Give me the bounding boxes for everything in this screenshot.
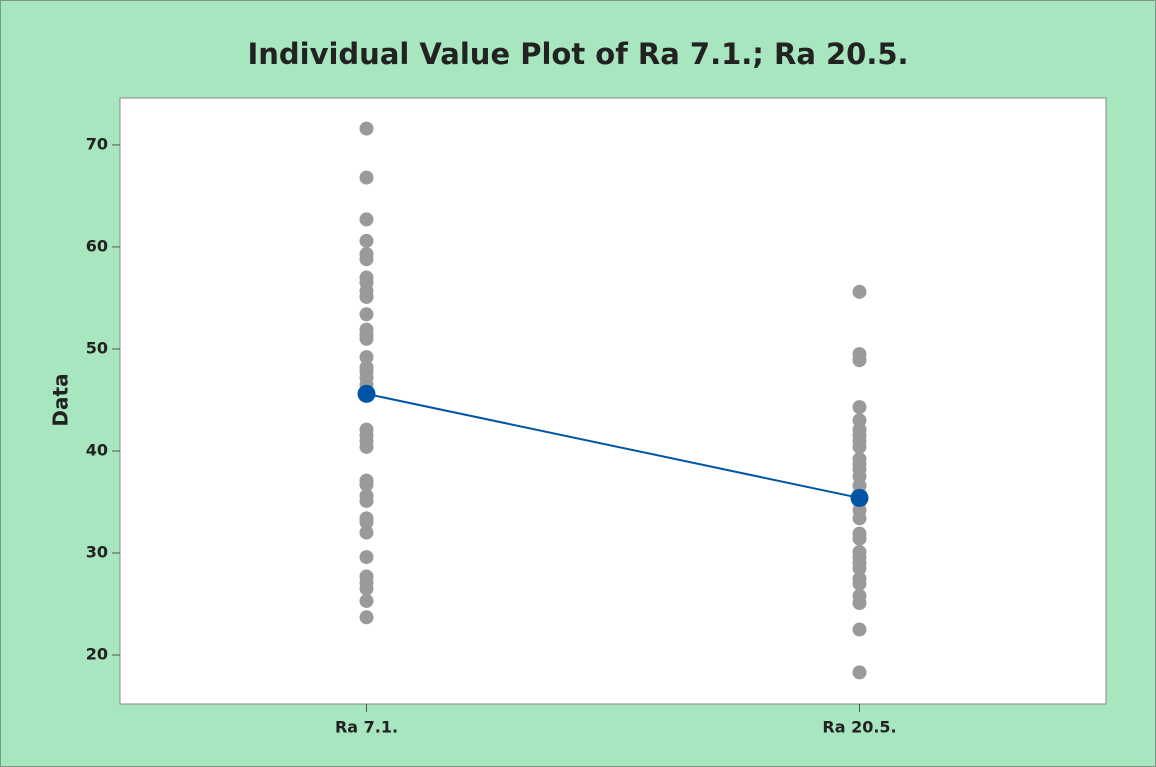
data-point [852,511,867,526]
data-point [359,289,374,304]
data-point [852,561,867,576]
data-point [359,550,374,565]
mean-point [850,488,869,507]
data-point [359,252,374,267]
data-point [852,439,867,454]
data-point [359,212,374,227]
data-point [852,622,867,637]
data-point [359,350,374,365]
x-tick-label: Ra 7.1. [335,718,398,737]
y-tick-label: 20 [86,645,108,664]
mean-point [357,384,376,403]
data-point [359,581,374,596]
chart-title: Individual Value Plot of Ra 7.1.; Ra 20.… [247,37,908,71]
data-point [359,121,374,136]
y-tick-label: 70 [86,134,108,153]
data-point [852,596,867,610]
data-point [359,233,374,248]
data-point [852,531,867,546]
data-point [852,400,867,415]
data-point [852,284,867,299]
plot-area [119,97,1107,705]
data-point [359,307,374,322]
data-point [359,493,374,508]
data-point [359,515,374,530]
data-point [359,477,374,492]
data-point [359,593,374,608]
data-point [852,576,867,591]
y-tick-label: 60 [86,236,108,255]
data-point [359,610,374,625]
data-point [359,525,374,540]
data-point [852,353,867,368]
data-point [359,170,374,185]
data-point [359,439,374,454]
y-tick-label: 30 [86,543,108,562]
y-axis-label: Data [49,373,73,426]
data-point [359,331,374,346]
x-tick-label: Ra 20.5. [822,718,896,737]
mean-line [366,392,860,499]
data-point [852,665,867,680]
y-tick-label: 40 [86,440,108,459]
y-tick-label: 50 [86,338,108,357]
